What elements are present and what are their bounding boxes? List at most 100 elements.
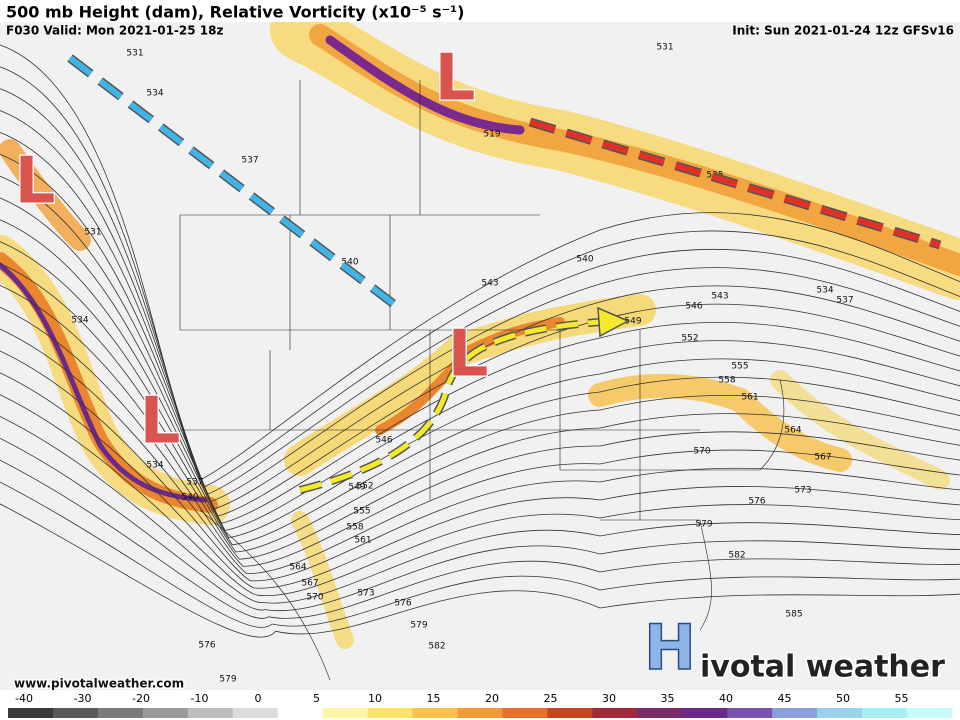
contour-line [0, 132, 960, 510]
colorbar-segment [682, 708, 728, 718]
contour-label: 549 [348, 483, 365, 493]
contour-label: 537 [186, 478, 203, 488]
contour-label: 540 [576, 255, 593, 265]
colorbar-segment [142, 708, 189, 718]
contour-label: 558 [346, 523, 363, 533]
colorbar-segment [862, 708, 908, 718]
contour-label: 582 [728, 551, 745, 561]
contour-line [0, 503, 960, 638]
colorbar-tick-label: 20 [485, 692, 499, 705]
colorbar-segment [97, 708, 144, 718]
colorbar-segment [817, 708, 863, 718]
colorbar-tick-label: -30 [74, 692, 92, 705]
contour-line [0, 88, 960, 495]
contour-label: 570 [306, 593, 323, 603]
contour-label: 576 [394, 599, 411, 609]
contour-label: 585 [785, 610, 802, 620]
contour-label: 579 [695, 520, 712, 530]
contour-label: 558 [718, 376, 735, 386]
contour-label: 552 [681, 334, 698, 344]
colorbar-tick-label: 5 [313, 692, 320, 705]
contour-label: 555 [731, 362, 748, 372]
colorbar-tick-label: 45 [778, 692, 792, 705]
colorbar-tick-label: 30 [602, 692, 616, 705]
colorbar-segment [187, 708, 234, 718]
arrow-head [597, 306, 630, 338]
annotation-lines [67, 54, 942, 494]
colorbar-tick-label: 50 [836, 692, 850, 705]
contour-label: 534 [146, 461, 163, 471]
contour-label: 564 [784, 426, 801, 436]
contour-label: 567 [814, 453, 831, 463]
contour-label: 564 [289, 563, 306, 573]
contour-label: 537 [836, 296, 853, 306]
low-marker: L [140, 385, 181, 459]
logo-text: ivotal weather [700, 650, 945, 685]
contour-label: 570 [693, 447, 710, 457]
colorbar-segment [232, 708, 279, 718]
colorbar-tick-label: -40 [15, 692, 33, 705]
contour-labels: 5315345375315195255315345405435405465435… [71, 43, 853, 685]
contour-label: 531 [126, 49, 143, 59]
jet-axis [529, 119, 941, 248]
contour-label: 582 [428, 642, 445, 652]
colorbar-segment [367, 708, 414, 718]
colorbar-segment [277, 708, 324, 718]
contour-label: 573 [357, 589, 374, 599]
colorbar-segment [772, 708, 818, 718]
colorbar-tick-label: 25 [544, 692, 558, 705]
contour-label: 540 [181, 493, 198, 503]
contour-line [0, 66, 960, 488]
contour-line [0, 175, 960, 524]
contour-line [0, 416, 960, 604]
contour-label: 561 [741, 393, 758, 403]
contour-label: 537 [241, 156, 258, 166]
colorbar-segment [547, 708, 593, 718]
logo-letter: H [644, 611, 696, 684]
contour-line [0, 284, 960, 560]
contour-line [0, 153, 960, 517]
contour-line [0, 372, 960, 589]
contour-label: 573 [794, 486, 811, 496]
colorbar-segment [592, 708, 638, 718]
contour-label: 546 [375, 436, 392, 446]
contour-line [0, 459, 960, 619]
header-bar [0, 0, 960, 22]
colorbar-tick-label: 55 [895, 692, 909, 705]
low-markers: L L L L [13, 40, 489, 460]
contour-label: 540 [341, 258, 358, 268]
contour-line [0, 241, 960, 546]
contour-label: 579 [410, 621, 427, 631]
colorbar-segment [907, 708, 953, 718]
borders [179, 80, 785, 681]
contour-label: 579 [219, 675, 236, 685]
colorbar-tick-label: 0 [255, 692, 262, 705]
contour-label: 576 [748, 497, 765, 507]
contour-label: 552 [356, 482, 373, 492]
contour-label: 534 [816, 286, 833, 296]
valid-time: F030 Valid: Mon 2021-01-25 18z [6, 24, 223, 38]
colorbar-segment [457, 708, 503, 718]
low-marker: L [448, 318, 489, 392]
colorbar-segment [637, 708, 683, 718]
contour-line [0, 394, 960, 596]
colorbar-segment [52, 708, 99, 718]
contour-line [0, 481, 960, 628]
low-marker: L [435, 42, 476, 116]
colorbar-segment [502, 708, 548, 718]
low-marker: L [15, 145, 56, 219]
contour-line [0, 263, 960, 553]
contour-label: 576 [198, 641, 215, 651]
colorbar-segment [8, 708, 54, 718]
contour-label: 543 [481, 279, 498, 289]
contour-label: 549 [624, 317, 641, 327]
contour-label: 534 [146, 89, 163, 99]
contour-label: 546 [685, 302, 702, 312]
init-time: Init: Sun 2021-01-24 12z GFSv16 [732, 24, 954, 38]
trough-axis [68, 55, 397, 308]
colorbar-tick-label: -10 [191, 692, 209, 705]
contour-line [0, 350, 960, 582]
title: 500 mb Height (dam), Relative Vorticity … [6, 3, 464, 22]
url: www.pivotalweather.com [14, 677, 184, 691]
colorbar-tick-label: 15 [427, 692, 441, 705]
